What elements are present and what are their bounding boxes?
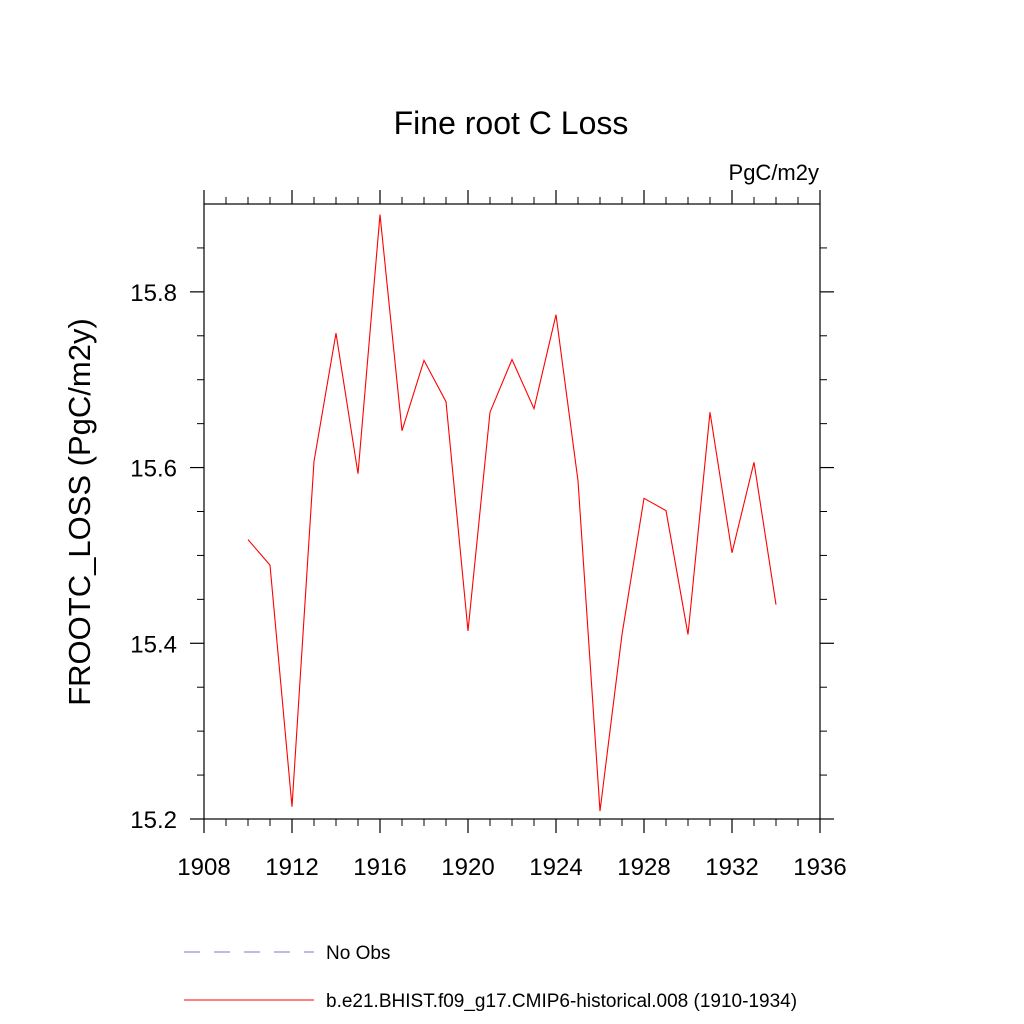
x-axis-ticks — [203, 190, 821, 833]
x-tick-label: 1920 — [441, 854, 494, 881]
x-tick-label: 1936 — [793, 854, 846, 881]
y-tick-label: 15.4 — [130, 631, 177, 658]
y-axis-ticks — [190, 247, 834, 820]
chart-title: Fine root C Loss — [394, 105, 629, 141]
x-tick-label: 1924 — [529, 854, 582, 881]
legend-label-model: b.e21.BHIST.f09_g17.CMIP6-historical.008… — [326, 991, 797, 1012]
legend: No Obs b.e21.BHIST.f09_g17.CMIP6-histori… — [184, 943, 797, 1012]
x-tick-label: 1928 — [617, 854, 670, 881]
x-tick-label: 1908 — [177, 854, 230, 881]
y-axis-tick-labels: 15.2 15.4 15.6 15.8 — [130, 280, 177, 834]
x-axis-tick-labels: 1908 1912 1916 1920 1924 1928 1932 1936 — [177, 854, 846, 881]
x-tick-label: 1912 — [265, 854, 318, 881]
units-label: PgC/m2y — [729, 160, 819, 185]
x-tick-label: 1916 — [353, 854, 406, 881]
y-axis-label: FROOTC_LOSS (PgC/m2y) — [62, 318, 97, 706]
y-tick-label: 15.8 — [130, 280, 177, 307]
legend-label-no-obs: No Obs — [326, 943, 390, 964]
x-tick-label: 1932 — [705, 854, 758, 881]
y-tick-label: 15.2 — [130, 807, 177, 834]
plot-frame — [203, 203, 821, 820]
series-layer — [247, 214, 777, 812]
y-tick-label: 15.6 — [130, 456, 177, 483]
series-line-model — [247, 214, 777, 812]
